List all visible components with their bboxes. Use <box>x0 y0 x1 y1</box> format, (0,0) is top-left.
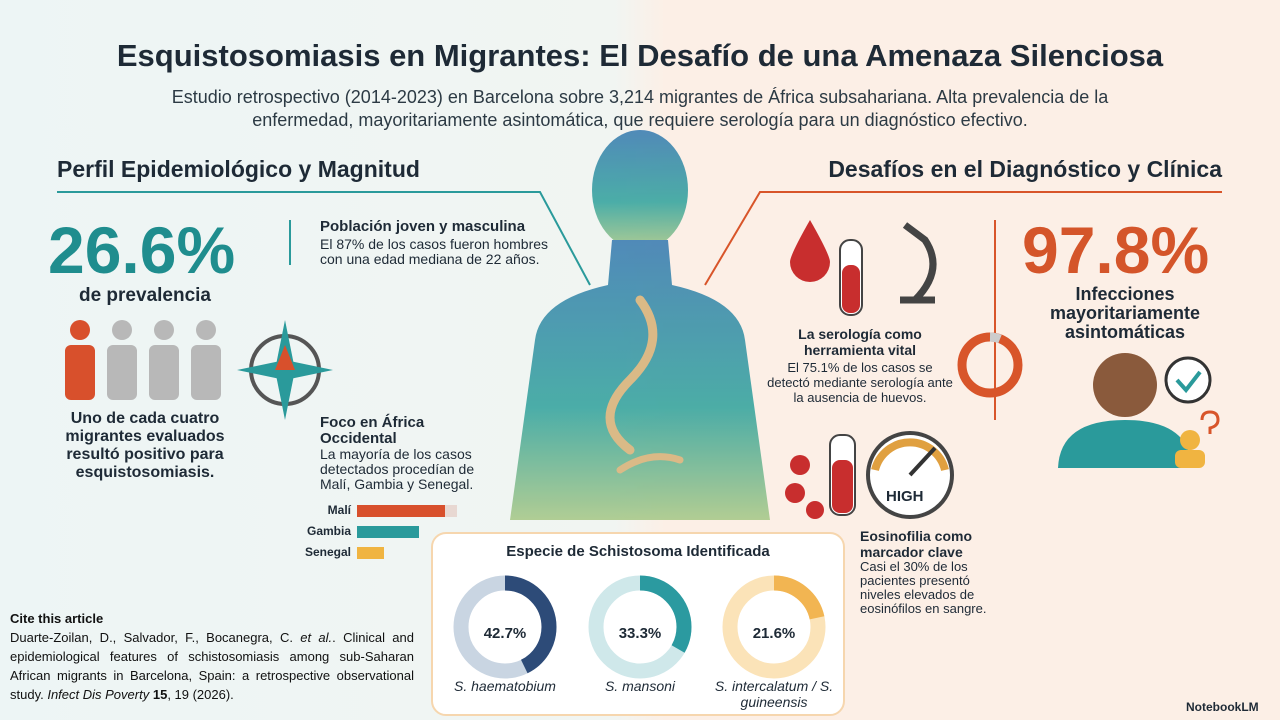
bar <box>357 505 445 517</box>
point-title: Foco en África Occidental <box>320 414 425 447</box>
authors: Duarte-Zoilan, D., Salvador, F., Bocaneg… <box>10 630 293 645</box>
species-name: S. haematobium <box>454 678 556 694</box>
species-box <box>431 532 845 716</box>
gauge-label: HIGH <box>886 488 924 505</box>
people-icons <box>65 320 221 400</box>
donut-arc <box>722 575 826 679</box>
compass-icon <box>237 320 333 420</box>
divider <box>704 191 1222 286</box>
title: Esquistosomiasis en Migrantes: El Desafí… <box>116 38 1164 73</box>
species-name: S. intercalatum / S. guineensis <box>714 678 834 710</box>
donut-arc <box>588 575 692 679</box>
bar-label: Gambia <box>306 524 351 538</box>
citation-heading: Cite this article <box>10 611 104 626</box>
bar <box>357 547 384 559</box>
point-text: El 87% de los casos fueron hombres con u… <box>320 236 549 267</box>
donut-arc <box>453 575 557 679</box>
donut-label: 42.7% <box>483 625 527 642</box>
citation-rest: , 19 (2026). <box>167 687 234 702</box>
point-text: El 75.1% de los casos se detectó mediant… <box>767 360 953 405</box>
bar-label: Senegal <box>304 545 351 559</box>
species-title: Especie de Schistosoma Identificada <box>506 543 770 560</box>
blood-icons <box>785 220 954 519</box>
stat-label: de prevalencia <box>78 285 212 306</box>
point-text: La mayoría de los casos detectados proce… <box>320 446 475 492</box>
journal: Infect Dis Poverty <box>47 687 150 702</box>
divider <box>57 191 591 286</box>
volume: 15 <box>152 687 168 702</box>
section-heading: Desafíos en el Diagnóstico y Clínica <box>828 156 1222 182</box>
stat-label: Infecciones mayoritariamente asintomátic… <box>1049 284 1201 342</box>
donut-label: 21.6% <box>752 625 796 642</box>
brand: NotebookLM <box>1186 700 1259 714</box>
section-heading: Perfil Epidemiológico y Magnitud <box>57 156 420 182</box>
bar-label: Malí <box>327 503 351 517</box>
microscope-ring <box>957 332 1023 398</box>
donut-label: 33.3% <box>618 625 662 642</box>
citation-body: . Clinical and epidemiological features … <box>10 630 414 702</box>
patient-icon <box>1058 353 1220 468</box>
point-title: Eosinofilia como marcador clave <box>860 528 973 560</box>
et-al: et al. <box>300 630 333 645</box>
stat: 26.6% <box>48 213 236 287</box>
stat-text: Uno de cada cuatro migrantes evaluados r… <box>65 410 225 481</box>
bar <box>357 526 419 538</box>
citation: Cite this article Duarte-Zoilan, D., Sal… <box>10 609 414 704</box>
point-title: Población joven y masculina <box>320 218 526 235</box>
point-title: La serología como herramienta vital <box>798 326 922 358</box>
body-silhouette <box>510 130 770 520</box>
stat: 97.8% <box>1022 213 1210 287</box>
subtitle: Estudio retrospectivo (2014-2023) en Bar… <box>171 87 1109 130</box>
point-text: Casi el 30% de los pacientes presentó ni… <box>860 559 987 616</box>
species-name: S. mansoni <box>604 678 676 694</box>
